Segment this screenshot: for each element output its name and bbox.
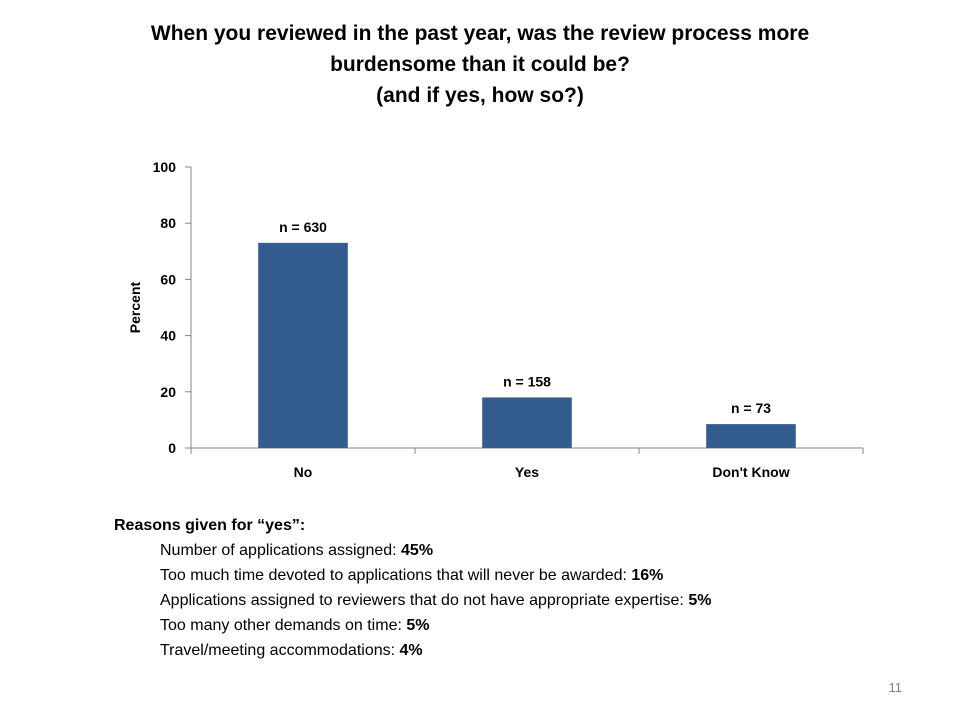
reason-text: Too many other demands on time:	[160, 617, 407, 634]
data-label: n = 73	[731, 400, 771, 416]
bar	[258, 242, 348, 448]
reason-item: Too much time devoted to applications th…	[160, 563, 711, 588]
reason-text: Travel/meeting accommodations:	[160, 642, 400, 659]
reason-item: Travel/meeting accommodations: 4%	[160, 638, 711, 663]
y-tick-label: 0	[168, 440, 176, 456]
page-number: 11	[888, 680, 903, 695]
bar	[706, 424, 796, 448]
title-line-3: (and if yes, how so?)	[376, 84, 584, 107]
data-label: n = 158	[503, 373, 551, 389]
reason-text: Applications assigned to reviewers that …	[160, 592, 689, 609]
x-category-label: No	[294, 464, 313, 480]
reasons-list: Number of applications assigned: 45% Too…	[114, 538, 711, 663]
reason-item: Number of applications assigned: 45%	[160, 538, 711, 563]
reason-value: 5%	[688, 592, 712, 609]
reason-value: 45%	[401, 542, 434, 559]
data-label: n = 630	[279, 219, 327, 235]
y-tick-label: 100	[153, 159, 177, 175]
slide-title: When you reviewed in the past year, was …	[0, 18, 960, 111]
x-category-label: Don't Know	[712, 464, 789, 480]
reasons-section: Reasons given for “yes”: Number of appli…	[114, 513, 711, 663]
y-axis-label: Percent	[127, 281, 143, 333]
x-category-label: Yes	[515, 464, 539, 480]
reason-value: 4%	[399, 642, 423, 659]
reason-text: Number of applications assigned:	[160, 542, 402, 559]
y-tick-label: 60	[160, 271, 176, 287]
reason-value: 16%	[631, 567, 664, 584]
y-tick-label: 20	[160, 384, 176, 400]
reason-item: Applications assigned to reviewers that …	[160, 588, 711, 613]
reason-item: Too many other demands on time: 5%	[160, 613, 711, 638]
title-line-1: When you reviewed in the past year, was …	[150, 22, 810, 45]
title-line-2: burdensome than it could be?	[330, 53, 630, 76]
reason-value: 5%	[406, 617, 430, 634]
y-tick-label: 80	[160, 215, 176, 231]
bar	[482, 397, 572, 448]
y-tick-label: 40	[160, 328, 176, 344]
reasons-heading: Reasons given for “yes”:	[114, 517, 306, 534]
reason-text: Too much time devoted to applications th…	[160, 567, 632, 584]
bar-chart: 0 20 40 60 80 100 n = 630 No n = 158 Yes n = 73 Don…	[127, 159, 864, 480]
